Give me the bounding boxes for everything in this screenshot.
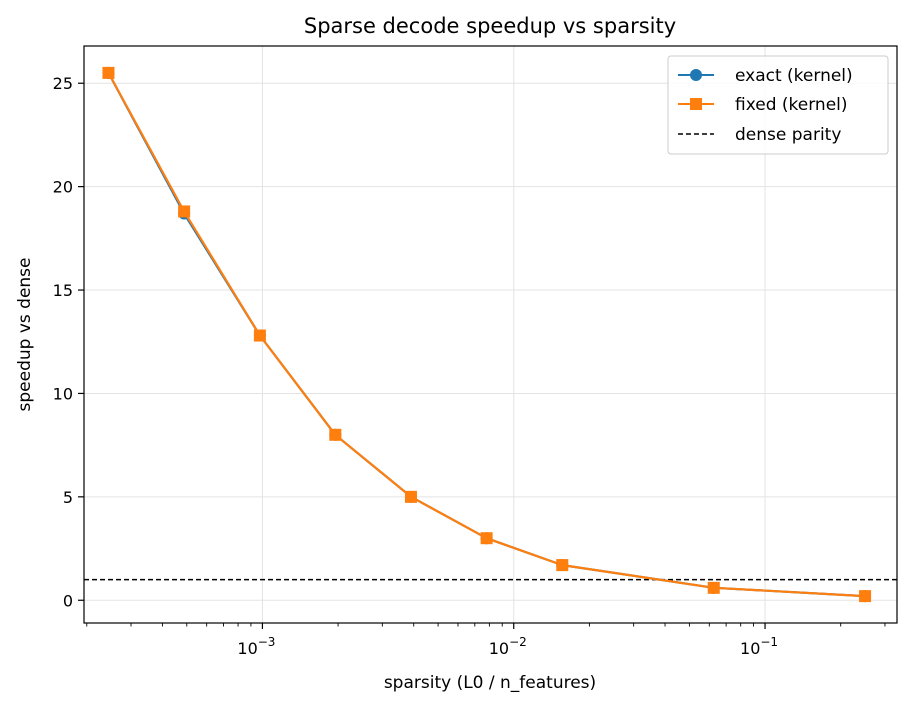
x-tick-label: 10−3 [237,635,275,658]
legend: exact (kernel) fixed (kernel) dense pari… [667,55,889,155]
y-tick-label: 10 [53,384,73,403]
x-tick-base: 10 [489,639,509,658]
x-tick-exponent: −1 [760,635,778,649]
chart-title: Sparse decode speedup vs sparsity [304,14,676,38]
legend-box [667,55,889,155]
plot-frame [83,45,898,624]
x-tick-exponent: −3 [258,635,276,649]
legend-marker-fixed [690,98,702,110]
data-point-fixed [404,490,417,503]
x-tick-label: 10−1 [740,635,778,658]
y-tick-label: 20 [53,178,73,197]
x-tick-base: 10 [237,639,257,658]
y-tick-label: 5 [63,488,73,507]
x-tick-base: 10 [740,639,760,658]
legend-label-dense-parity: dense parity [735,125,841,145]
data-point-fixed [556,559,569,572]
data-point-fixed [480,532,493,545]
data-point-fixed [102,66,115,79]
legend-marker-exact [690,69,702,81]
series-layer [102,66,872,603]
y-tick-label: 15 [53,281,73,300]
legend-label-fixed: fixed (kernel) [735,95,848,115]
y-axis-label: speedup vs dense [15,258,35,412]
x-tick-exponent: −2 [509,635,527,649]
legend-label-exact: exact (kernel) [735,66,853,86]
data-point-fixed [859,590,872,603]
x-axis-label: sparsity (L0 / n_features) [384,673,596,693]
data-point-fixed [178,205,191,218]
x-tick-label: 10−2 [489,635,527,658]
y-tick-label: 0 [63,591,73,610]
data-point-fixed [329,428,342,441]
data-point-fixed [707,581,720,594]
y-tick-label: 25 [53,74,73,93]
data-point-fixed [253,329,266,342]
